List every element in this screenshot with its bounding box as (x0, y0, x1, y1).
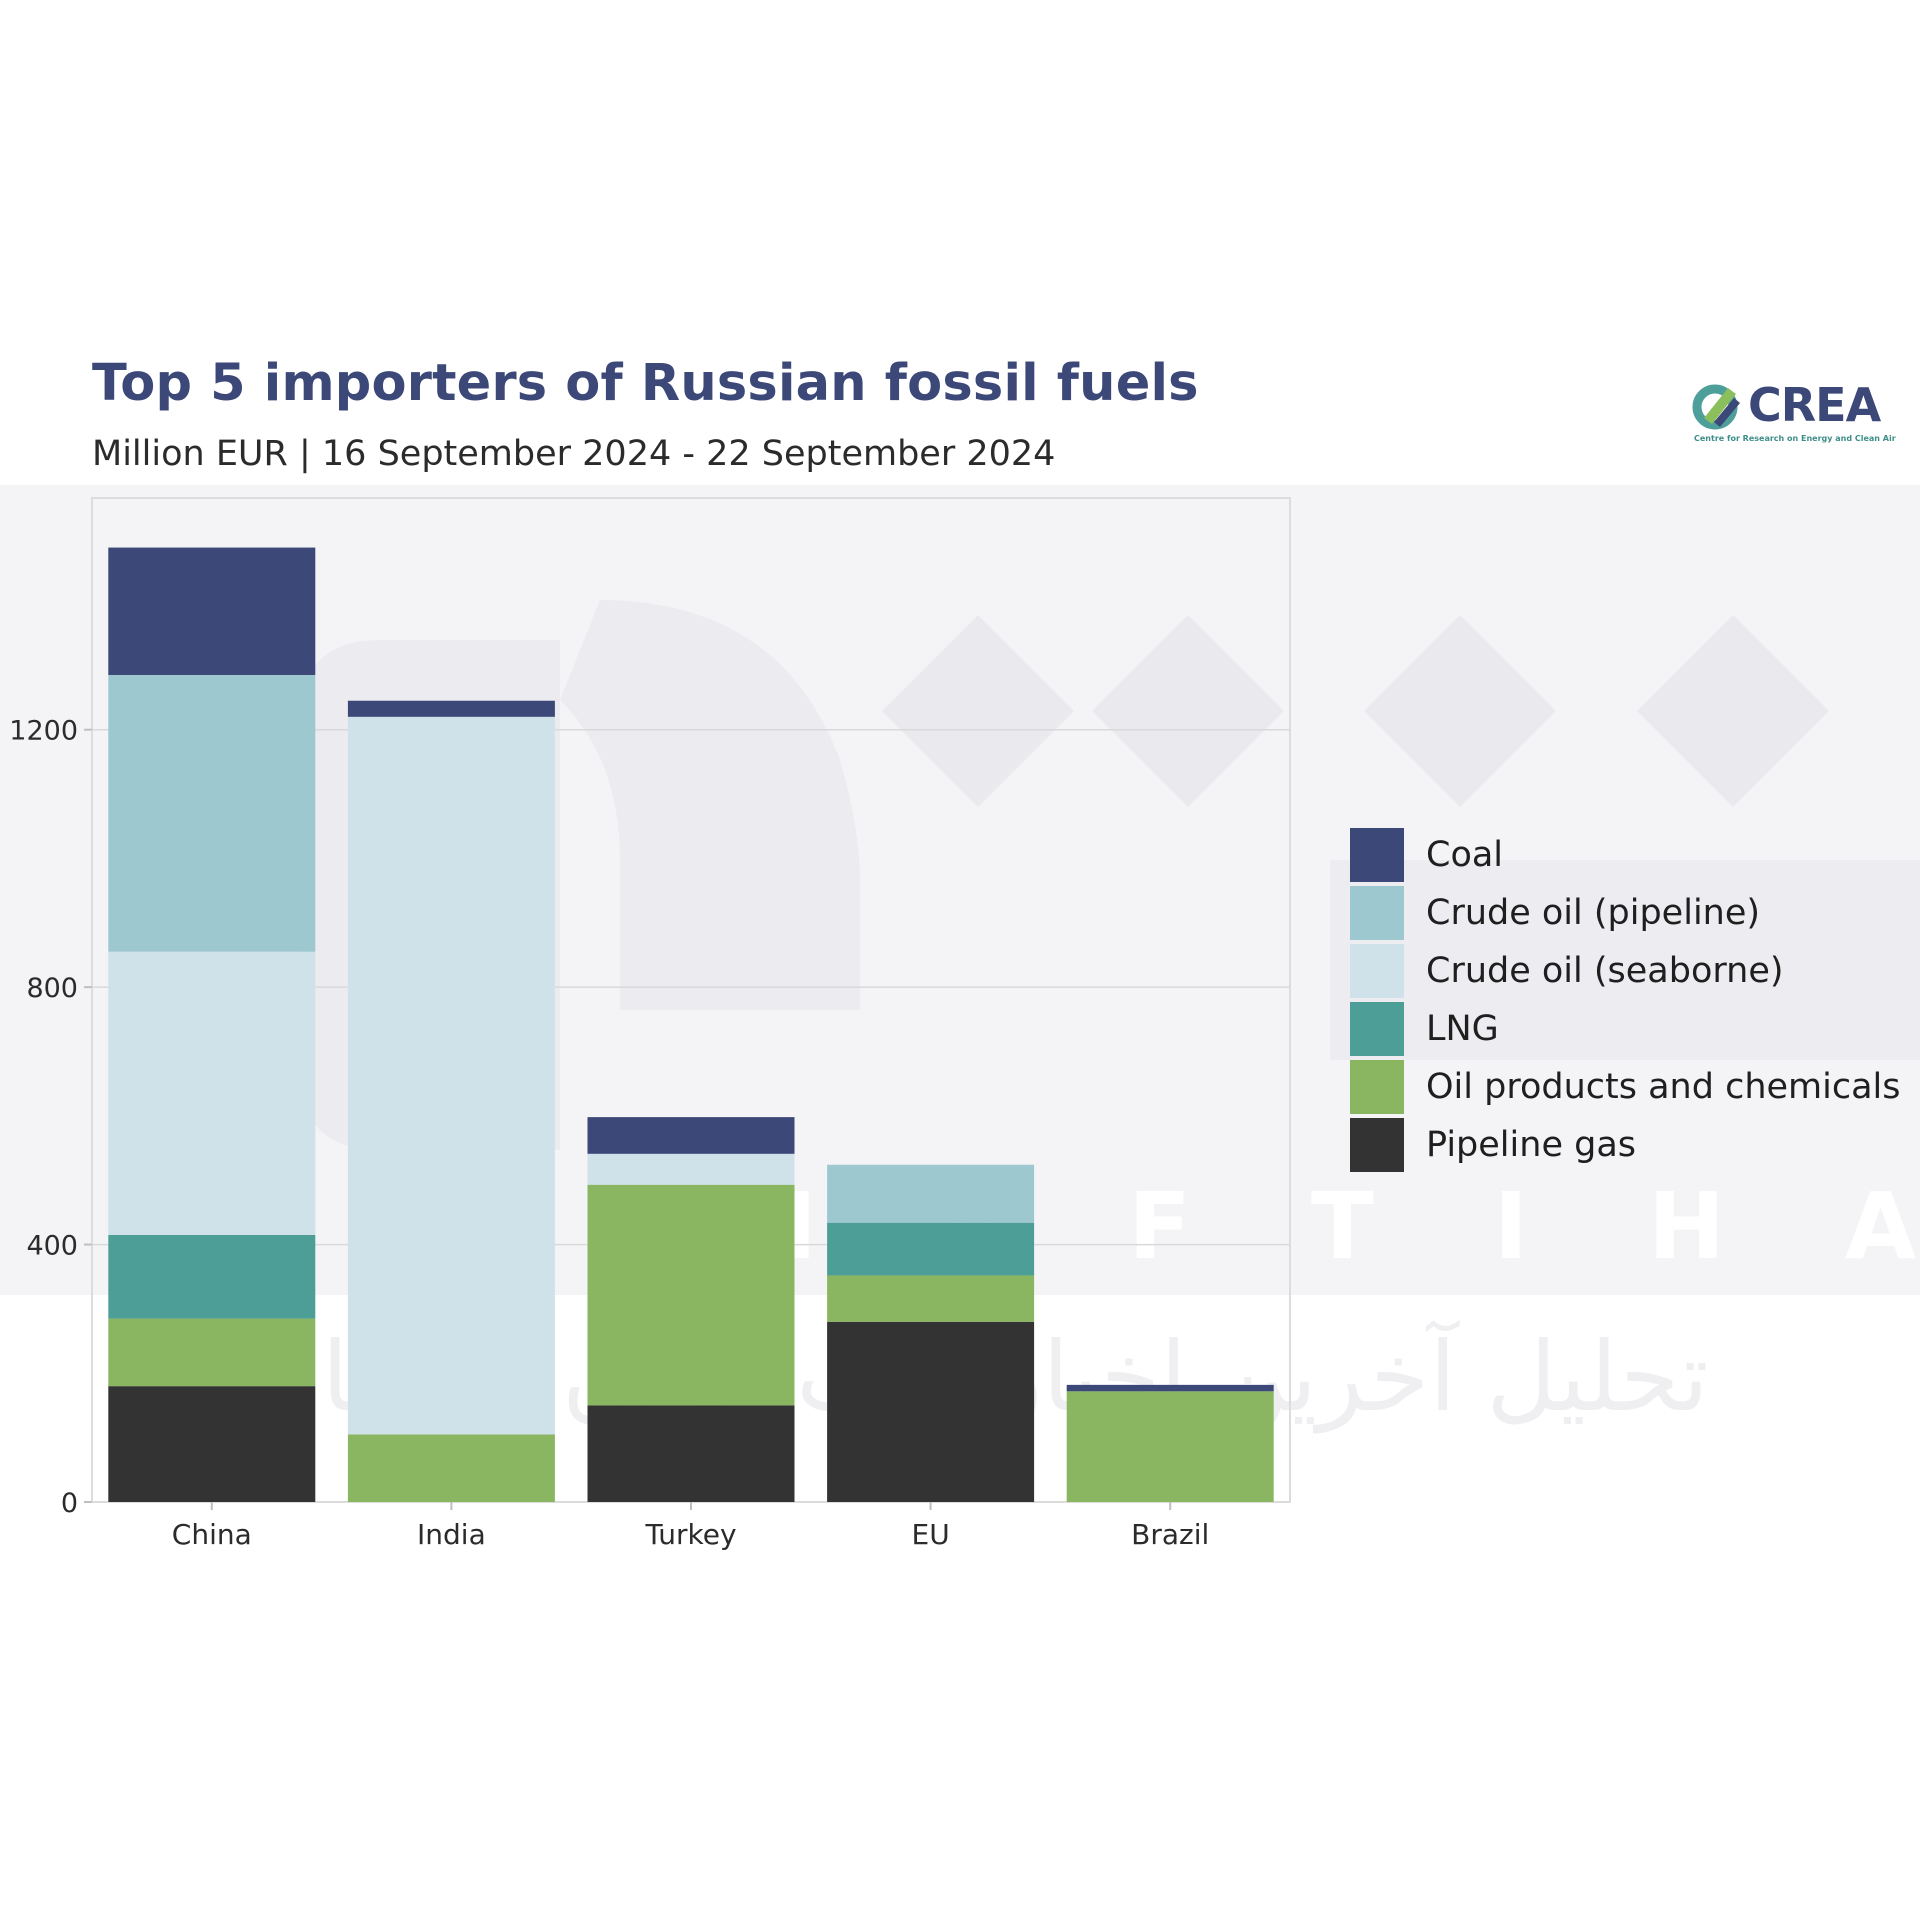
logo-slash-navy (1714, 398, 1740, 427)
bar-segment (587, 1184, 795, 1406)
legend-swatch (1350, 1118, 1404, 1172)
bar-segment (1066, 1391, 1274, 1502)
y-tick-label: 800 (26, 973, 78, 1004)
bar-segment (827, 1275, 1035, 1322)
legend-item: Crude oil (pipeline) (1350, 884, 1901, 942)
bar-segment (347, 1434, 555, 1502)
y-tick-label: 0 (61, 1488, 78, 1519)
logo-name: CREA (1748, 378, 1881, 432)
logo-tagline: Centre for Research on Energy and Clean … (1694, 434, 1896, 443)
logo-slash-green (1704, 388, 1736, 424)
bar-segment (347, 700, 555, 717)
bar-segment (108, 1318, 316, 1387)
chart-title: Top 5 importers of Russian fossil fuels (92, 354, 1199, 413)
bar-segment (108, 951, 316, 1235)
legend-swatch (1350, 1060, 1404, 1114)
chart-subtitle: Million EUR | 16 September 2024 - 22 Sep… (92, 434, 1056, 474)
bar-segment (108, 1234, 316, 1319)
bar-segment (827, 1321, 1035, 1502)
crea-logo-mark (1692, 384, 1740, 430)
legend-label: Coal (1426, 835, 1504, 875)
x-tick-label: Turkey (644, 1518, 736, 1551)
x-tick-label: Brazil (1131, 1518, 1209, 1551)
bar-segment (347, 716, 555, 1435)
bar-segment (108, 1386, 316, 1502)
bar-segment (827, 1164, 1035, 1223)
legend-swatch (1350, 886, 1404, 940)
legend-label: Crude oil (seaborne) (1426, 951, 1784, 991)
legend-item: Pipeline gas (1350, 1116, 1901, 1174)
legend-swatch (1350, 1002, 1404, 1056)
legend-item: Coal (1350, 826, 1901, 884)
y-tick-label: 400 (26, 1231, 78, 1262)
bar-segment (1066, 1384, 1274, 1392)
crea-logo: CREA Centre for Research on Energy and C… (1690, 378, 1900, 450)
legend-item: LNG (1350, 1000, 1901, 1058)
legend-item: Crude oil (seaborne) (1350, 942, 1901, 1000)
legend-label: Pipeline gas (1426, 1125, 1636, 1165)
bar-segment (587, 1117, 795, 1154)
legend-swatch (1350, 944, 1404, 998)
legend-label: Crude oil (pipeline) (1426, 893, 1761, 933)
bar-segment (108, 674, 316, 952)
x-tick-label: India (417, 1518, 486, 1551)
x-tick-label: EU (912, 1518, 950, 1551)
bar-segment (108, 547, 316, 675)
x-tick-label: China (172, 1518, 252, 1551)
legend-item: Oil products and chemicals (1350, 1058, 1901, 1116)
legend-label: Oil products and chemicals (1426, 1067, 1901, 1107)
legend-label: LNG (1426, 1009, 1499, 1049)
bar-segment (587, 1405, 795, 1502)
y-tick-label: 1200 (9, 716, 78, 747)
bar-segment (587, 1153, 795, 1185)
bar-segment (827, 1222, 1035, 1276)
legend: Coal Crude oil (pipeline) Crude oil (seabo… (1350, 826, 1901, 1174)
legend-swatch (1350, 828, 1404, 882)
